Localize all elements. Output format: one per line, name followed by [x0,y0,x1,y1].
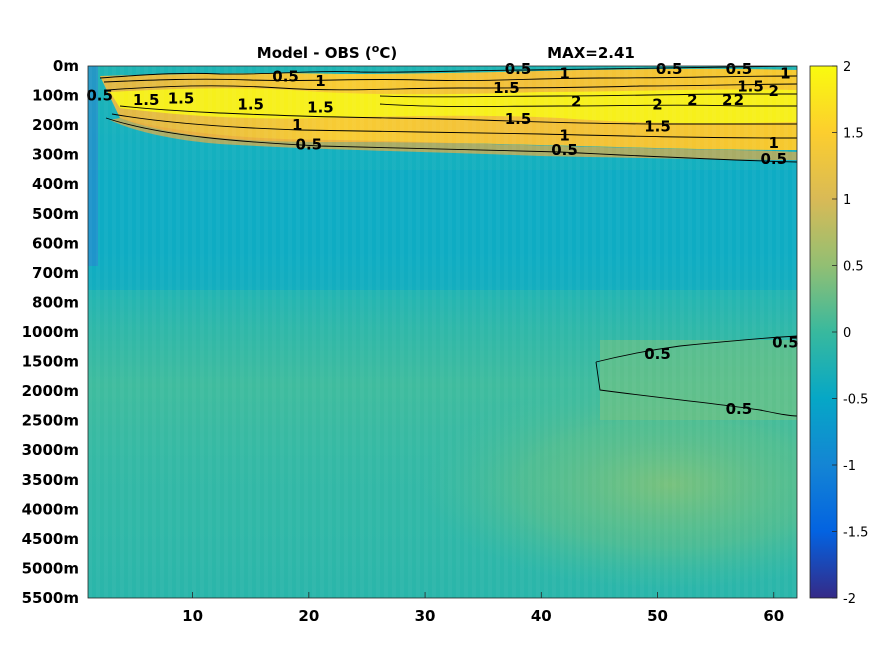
contour-label: 2 [652,95,662,113]
y-tick-label: 700m [32,264,79,282]
y-tick-label: 2500m [22,412,79,430]
y-tick-label: 3500m [22,471,79,489]
y-tick-label: 1500m [22,353,79,371]
contour-label: 1.5 [644,118,671,136]
y-tick-label: 800m [32,293,79,311]
contour-label: 1.5 [505,110,532,128]
contour-label: 0.5 [296,135,323,153]
contour-label: 2 [734,91,744,109]
contour-label: 0.5 [726,60,753,78]
contour-label: 1 [780,64,790,82]
colorbar-tick-label: -1.5 [843,526,868,541]
contour-0.5-deep-lower [595,361,797,417]
y-tick-label: 4500m [22,530,79,548]
x-tick-label: 50 [647,607,668,625]
contour-label: 0.5 [760,150,787,168]
contour-2-upper [379,93,797,98]
colorbar-tick-label: -1 [843,459,856,474]
contour-label: 0.5 [551,141,578,159]
colorbar-tick-label: 1 [843,193,851,208]
contour-label: 1.5 [133,91,160,109]
contour-label: 2 [571,92,581,110]
y-tick-label: 4000m [22,500,79,518]
colorbar-tick-label: -2 [843,592,856,607]
colorbar-tick-label: 2 [843,60,851,75]
y-tick-label: 5500m [22,589,79,607]
x-tick-label: 30 [415,607,436,625]
contour-2-lower [379,103,797,107]
contour-label: 1 [559,64,569,82]
contour-1.5-upper [107,83,797,91]
y-axis-ticks: 0m 100m 200m 300m 400m 500m 600m 700m 800m 1000m 1… [22,57,79,607]
y-tick-label: 3000m [22,441,79,459]
colorbar-tick-label: 0.5 [843,260,864,275]
contour-label: 2 [687,91,697,109]
contour-label: 0.5 [86,87,113,105]
max-annotation: MAX=2.41 [547,44,635,62]
contour-1-lower [111,113,797,139]
contour-label: 1 [292,116,302,134]
x-tick-label: 10 [182,607,203,625]
x-tick-label: 20 [298,607,319,625]
y-tick-label: 100m [32,87,79,105]
contour-labels: 0.5 10.5 1 0.5 0.5 10.5 1.5 1.5 1.5 1.51.52 2 2 2 21.… [86,60,798,418]
colorbar-tick-label: 0 [843,326,851,341]
y-tick-label: 400m [32,175,79,193]
contour-label: 0.5 [656,60,683,78]
y-tick-label: 500m [32,205,79,223]
heatmap-field [88,66,797,598]
colorbar-tick-label: 1.5 [843,127,864,142]
contour-label: 0.5 [772,333,799,351]
contour-label: 0.5 [272,67,299,85]
contour-label: 1.5 [307,98,334,116]
contour-label: 2 [769,82,779,100]
contour-0.5-upper [99,66,797,79]
y-tick-label: 300m [32,146,79,164]
contour-label: 2 [722,91,732,109]
contour-label: 1.5 [168,90,195,108]
contour-1-upper [103,75,797,83]
contour-label: 0.5 [505,60,532,78]
y-tick-label: 5000m [22,559,79,577]
colorbar-tick-label: -0.5 [843,393,868,408]
y-tick-label: 600m [32,234,79,252]
contour-label: 1 [559,126,569,144]
contour-1.5-lower [119,105,797,125]
contour-label: 1 [315,72,325,90]
contour-0.5-deep-upper [595,335,797,363]
chart-title: Model - OBS (oC) [257,42,397,62]
y-tick-label: 1000m [22,323,79,341]
contour-0.5-lower [105,117,797,163]
x-tick-label: 60 [763,607,784,625]
contour-label: 1.5 [237,95,264,113]
contour-label: 1.5 [493,79,520,97]
y-tick-label: 0m [53,57,79,75]
plot-frame [87,65,798,599]
y-tick-label: 2000m [22,382,79,400]
x-axis-ticks: 10 20 30 40 50 60 [182,592,784,625]
contour-label: 0.5 [644,345,671,363]
contour-label: 1 [769,134,779,152]
x-tick-label: 40 [531,607,552,625]
y-tick-label: 200m [32,116,79,134]
contour-label: 1.5 [737,78,764,96]
contour-label: 0.5 [726,400,753,418]
contour-lines [99,66,797,417]
colorbar-ticks: 2 1.5 1 0.5 0 -0.5 -1 -1.5 -2 [832,60,868,607]
